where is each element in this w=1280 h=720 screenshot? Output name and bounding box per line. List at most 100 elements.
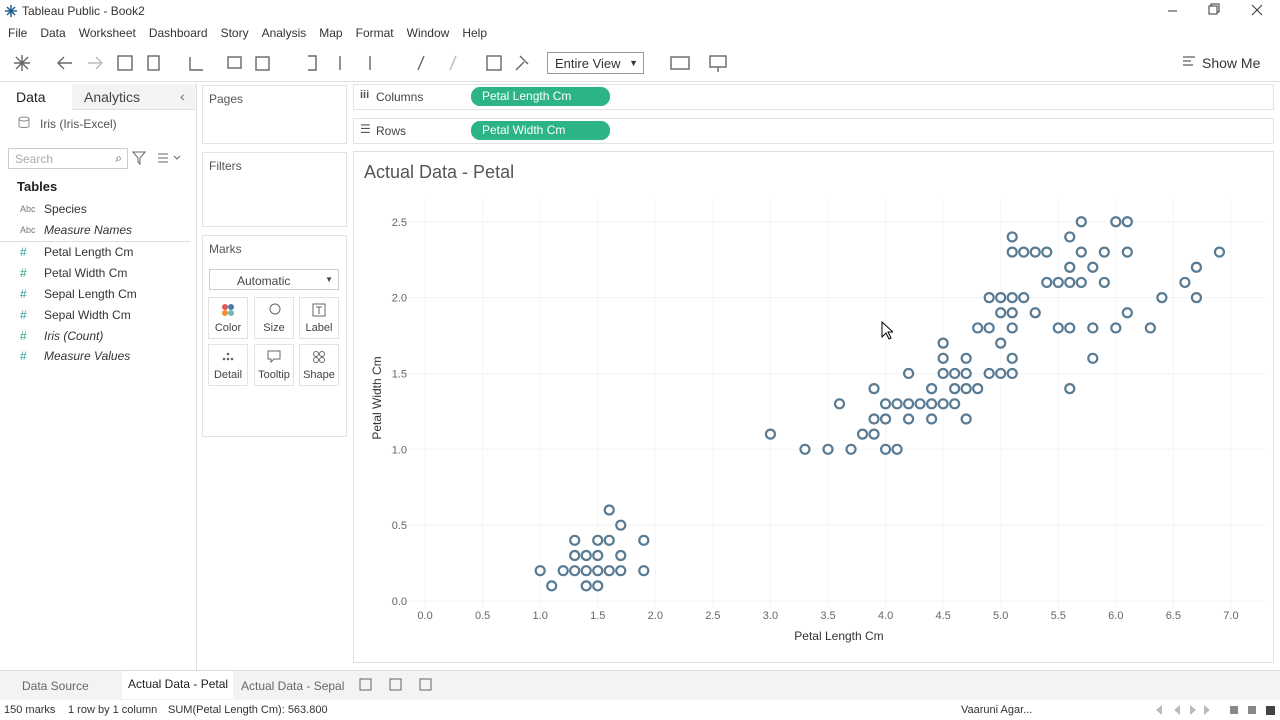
shelf-label: Rows [376,124,407,138]
point [1029,246,1041,258]
field-type: # [20,329,27,343]
point [1121,307,1133,319]
new-sheet-buttons[interactable] [358,676,438,694]
point [1006,322,1018,334]
point [1098,246,1110,258]
point [1087,261,1099,273]
analytics-tab[interactable]: Analytics [84,89,141,105]
point [592,565,604,577]
field[interactable]: Abc Species [0,200,190,220]
toolbar [0,44,1280,82]
point [1064,322,1076,334]
field-name: Species [44,202,87,216]
sheet-tab[interactable]: Actual Data - Petal [128,677,229,691]
point [580,565,592,577]
shape-button[interactable]: Shape [299,344,339,386]
point [603,534,615,546]
menu-item[interactable]: Map [319,26,343,40]
toolbar-icons[interactable] [0,44,760,82]
size-button[interactable]: Size [254,297,294,339]
x-tick-label: 7.0 [1223,610,1238,622]
tooltip-button[interactable]: Tooltip [254,344,294,386]
label-button[interactable]: Label [299,297,339,339]
status-nav[interactable] [1150,703,1278,717]
search-box[interactable]: Search ⌕ [8,148,128,169]
menu-item[interactable]: Story [220,26,249,40]
field-type: # [20,287,27,301]
button-label: Size [263,322,285,334]
data-source[interactable]: Iris (Iris-Excel) [40,117,117,131]
point [960,352,972,364]
point [879,398,892,410]
field[interactable]: # Petal Width Cm [0,264,190,284]
point [822,443,834,455]
x-tick-label: 1.5 [590,610,605,622]
point [1064,261,1076,273]
point [1190,261,1203,273]
field[interactable]: # Measure Values [0,347,190,367]
point [902,367,915,380]
user-name[interactable]: Vaaruni Agar... [961,704,1033,716]
point [615,549,627,562]
point [937,398,949,410]
x-axis-label: Petal Length Cm [794,629,883,643]
point [845,443,857,455]
status-marks: 150 marks [4,704,56,716]
collapse[interactable]: ‹ [180,88,185,104]
field[interactable]: # Sepal Length Cm [0,285,190,305]
point [891,443,903,455]
point [1156,292,1168,304]
point [926,398,938,410]
menu-item[interactable]: Worksheet [78,26,136,40]
field[interactable]: # Sepal Width Cm [0,306,190,326]
point [1087,352,1099,364]
point [879,413,892,425]
menu-item[interactable]: Help [462,26,487,40]
pages-card[interactable]: Pages [202,85,347,144]
sheet-tab[interactable]: Actual Data - Sepal [241,679,345,693]
point [937,337,949,349]
y-tick-label: 2.0 [392,293,407,305]
point [879,443,892,455]
menu-item[interactable]: File [8,26,28,40]
point [1006,292,1018,304]
point [995,292,1007,304]
point [1075,216,1087,228]
marks-card: Marks [202,235,347,437]
view-select[interactable]: Entire View ▼ [547,52,644,74]
field[interactable]: # Petal Length Cm [0,243,190,263]
menu-item[interactable]: Analysis [261,26,307,40]
sheet-tab[interactable]: Data Source [22,679,89,693]
point [1064,231,1076,243]
field-name: Sepal Length Cm [44,287,137,301]
filters-card[interactable]: Filters [202,152,347,227]
window-controls[interactable] [1160,0,1280,22]
field[interactable]: Abc Measure Names [0,221,190,242]
x-tick-label: 2.0 [648,610,663,622]
point [1006,352,1018,364]
y-axis-label: Petal Width Cm [370,356,384,439]
data-tab[interactable]: Data [16,89,46,105]
button-label: Label [305,322,333,334]
rows-pill[interactable]: Petal Width Cm [471,121,610,140]
menu-item[interactable]: Dashboard [148,26,208,40]
menu-item[interactable]: Format [355,26,394,40]
mark-type-select[interactable]: Automatic ▼ [209,269,339,290]
menu-item[interactable]: Window [406,26,450,40]
menu-item[interactable]: Data [40,26,66,40]
point [972,383,984,395]
show-me[interactable]: Show Me [1202,55,1261,71]
color-button[interactable]: Color [208,297,248,339]
x-tick-label: 2.5 [705,610,720,622]
point [983,367,995,380]
field[interactable]: # Iris (Count) [0,327,190,347]
detail-button[interactable]: Detail [208,344,248,386]
x-tick-label: 3.5 [820,610,835,622]
point [638,534,650,546]
point [1075,246,1087,258]
pane-tools[interactable] [132,151,192,165]
point [615,519,627,531]
point [1213,246,1226,258]
point [603,565,615,577]
columns-pill[interactable]: Petal Length Cm [471,87,610,106]
